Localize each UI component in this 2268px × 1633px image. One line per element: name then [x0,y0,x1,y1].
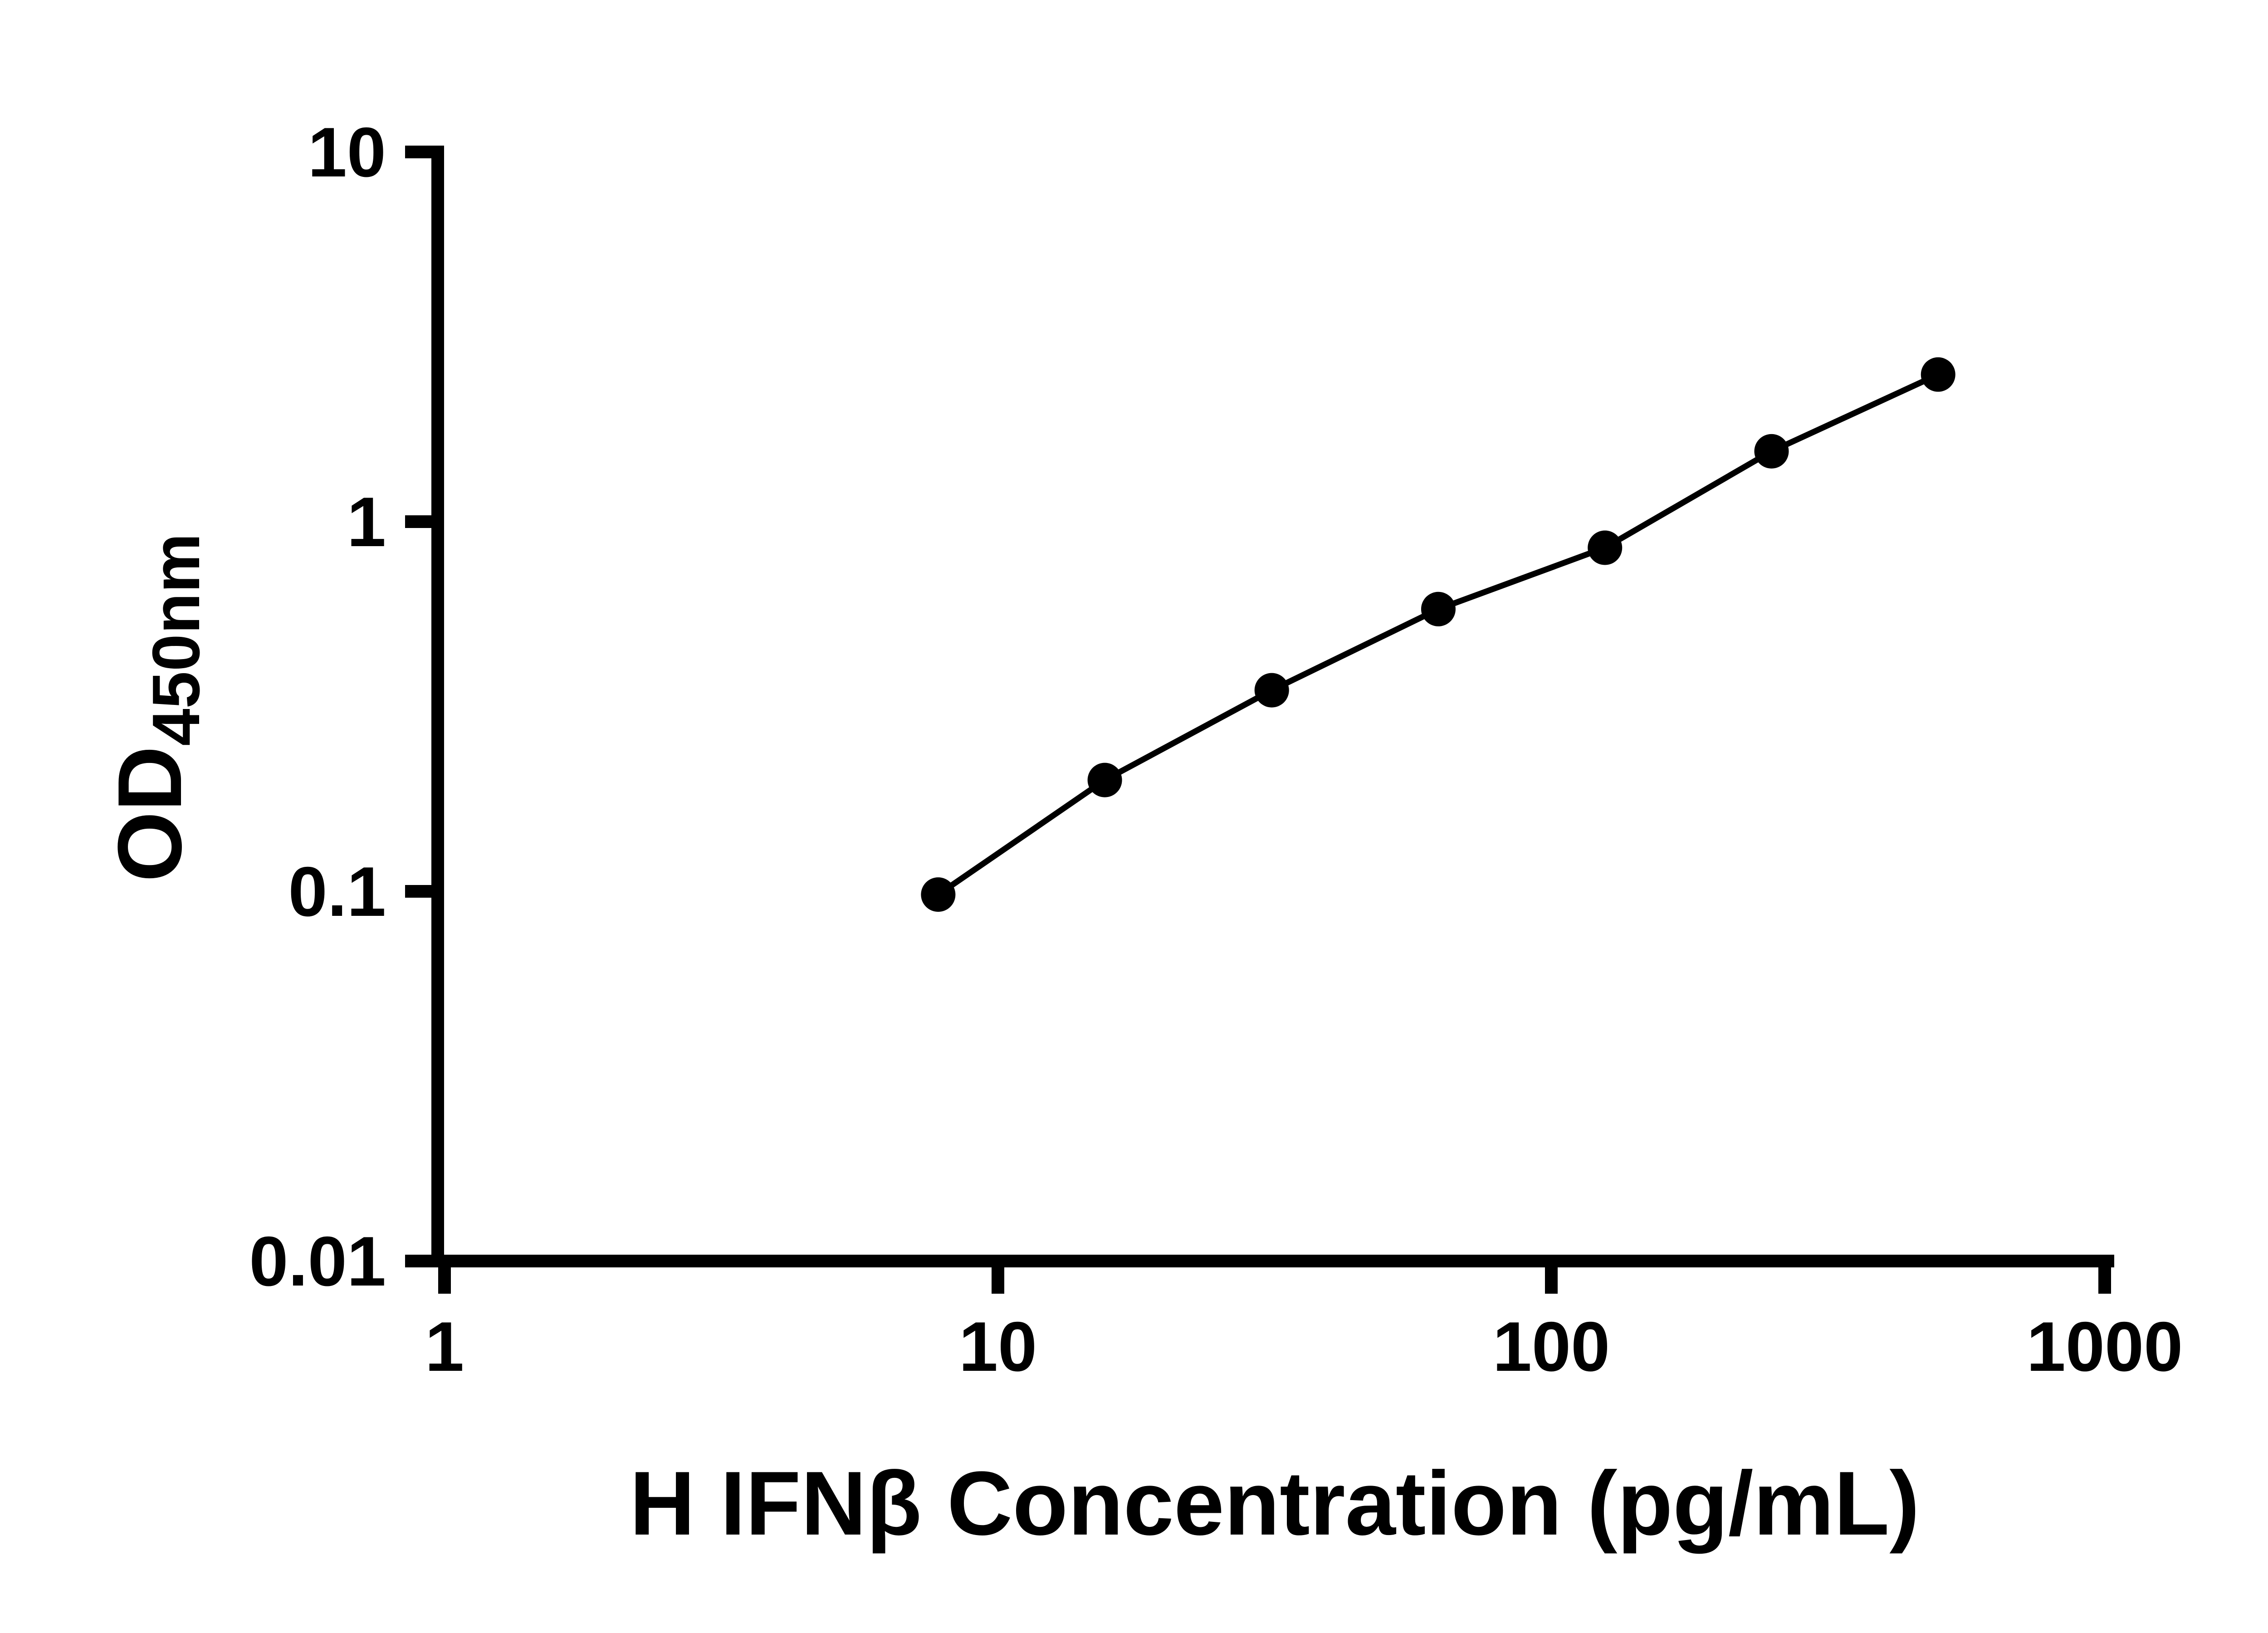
data-point [1254,673,1289,708]
y-tick-label: 0.01 [249,1222,386,1301]
y-axis-title-main: OD [99,746,200,882]
x-tick-label: 100 [1493,1307,1610,1386]
data-point [1087,763,1122,797]
y-tick-label: 1 [347,483,386,561]
y-axis-title-subscript: 450nm [139,533,214,746]
data-point [1754,434,1789,469]
x-tick-label: 10 [959,1307,1037,1386]
x-axis-title: H IFNβ Concentration (pg/mL) [629,1453,1920,1554]
y-tick-label: 0.1 [288,852,386,931]
data-point [1921,357,1955,392]
y-tick-label: 10 [308,113,386,191]
x-tick-label: 1000 [2027,1307,2183,1386]
x-tick-label: 1 [425,1307,464,1386]
y-axis-title: OD450nm [98,533,215,882]
data-point [1421,592,1456,626]
data-point [921,877,956,912]
data-point [1588,530,1623,565]
